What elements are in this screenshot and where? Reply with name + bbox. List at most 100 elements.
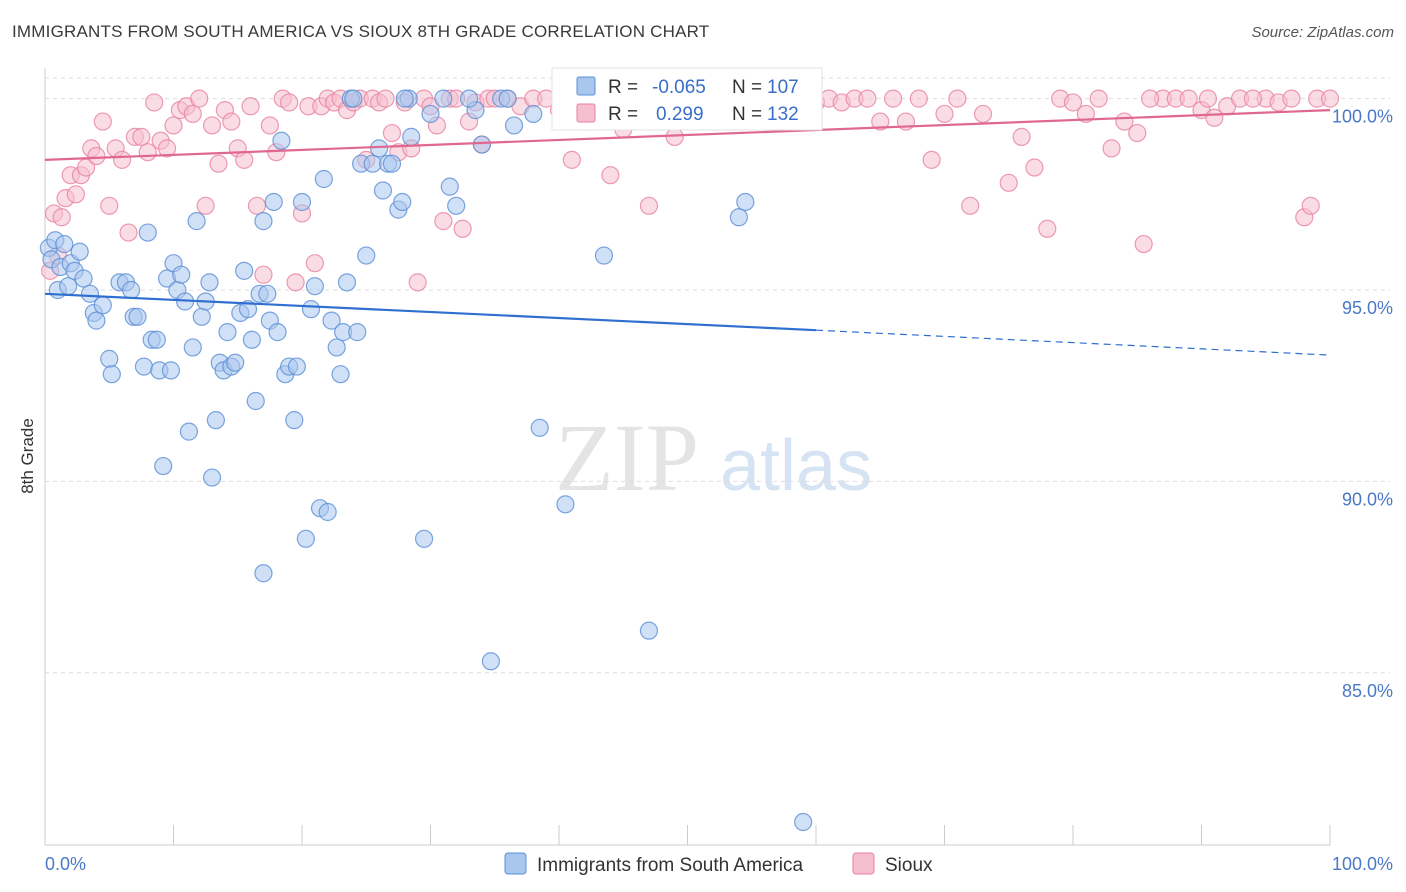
watermark-zip: ZIP bbox=[555, 404, 699, 511]
bottom-legend: Immigrants from South America Sioux bbox=[504, 852, 933, 876]
y-tick-label-90: 90.0% bbox=[1342, 489, 1393, 509]
sioux-point-124 bbox=[1179, 89, 1198, 108]
sioux-point-114 bbox=[1038, 219, 1057, 238]
sioux-point-34 bbox=[241, 97, 260, 116]
sioux-point-109 bbox=[961, 196, 980, 215]
south-america-point-53 bbox=[254, 564, 273, 583]
south-america-point-49 bbox=[238, 300, 258, 319]
south-america-point-50 bbox=[242, 330, 261, 349]
sioux-point-105 bbox=[909, 89, 928, 108]
south-america-point-32 bbox=[172, 265, 191, 284]
sioux-point-111 bbox=[999, 173, 1018, 192]
sioux-point-78 bbox=[562, 150, 581, 169]
south-america-point-62 bbox=[287, 357, 306, 376]
sioux-point-40 bbox=[280, 93, 299, 112]
south-america-point-79 bbox=[363, 154, 382, 173]
legend-r-label-blue: R = bbox=[608, 77, 638, 98]
sioux-point-21 bbox=[157, 139, 177, 158]
sioux-point-116 bbox=[1063, 93, 1083, 112]
south-america-point-70 bbox=[322, 311, 341, 330]
sioux-point-86 bbox=[665, 127, 684, 146]
south-america-point-97 bbox=[498, 89, 517, 108]
trendline-south-america bbox=[44, 292, 817, 332]
south-america-point-109 bbox=[344, 89, 363, 108]
sioux-point-120 bbox=[1128, 123, 1147, 143]
south-america-point-94 bbox=[472, 135, 491, 154]
sioux-point-126 bbox=[1198, 89, 1218, 108]
sioux-point-108 bbox=[948, 89, 967, 108]
watermark-atlas: atlas bbox=[720, 426, 872, 506]
x-tick-label-min: 0.0% bbox=[45, 854, 86, 874]
sioux-point-6 bbox=[66, 185, 85, 204]
bottom-legend-label-blue: Immigrants from South America bbox=[537, 855, 804, 876]
south-america-point-102 bbox=[594, 246, 614, 265]
south-america-point-63 bbox=[292, 192, 312, 212]
south-america-point-22 bbox=[134, 357, 154, 376]
south-america-point-72 bbox=[331, 365, 350, 384]
south-america-point-103 bbox=[639, 621, 659, 640]
legend-r-label-pink: R = bbox=[608, 104, 638, 125]
south-america-point-11 bbox=[80, 284, 100, 303]
south-america-point-64 bbox=[296, 529, 315, 548]
sioux-point-139 bbox=[1076, 104, 1095, 124]
sioux-point-14 bbox=[112, 150, 132, 169]
south-america-point-48 bbox=[235, 261, 254, 280]
y-tick-label-100: 100.0% bbox=[1332, 107, 1393, 127]
south-america-point-89 bbox=[421, 104, 440, 124]
sioux-point-41 bbox=[286, 273, 305, 292]
sioux-point-19 bbox=[145, 93, 164, 112]
sioux-point-118 bbox=[1102, 139, 1121, 158]
south-america-point-15 bbox=[100, 349, 119, 368]
south-america-point-46 bbox=[226, 353, 245, 372]
south-america-point-92 bbox=[447, 196, 466, 215]
south-america-point-41 bbox=[206, 411, 226, 430]
sioux-point-107 bbox=[935, 104, 954, 124]
chart-title: IMMIGRANTS FROM SOUTH AMERICA VS SIOUX 8… bbox=[12, 22, 710, 41]
south-america-point-10 bbox=[74, 269, 93, 288]
south-america-point-76 bbox=[348, 323, 367, 342]
south-america-point-81 bbox=[373, 181, 393, 200]
y-tick-labels: 85.0% 90.0% 95.0% 100.0% bbox=[1332, 107, 1393, 701]
south-america-point-91 bbox=[440, 177, 459, 196]
bottom-legend-swatch-blue bbox=[504, 852, 527, 875]
sioux-point-56 bbox=[382, 123, 402, 143]
south-america-point-108 bbox=[459, 89, 479, 108]
sioux-point-102 bbox=[871, 112, 890, 131]
south-america-point-110 bbox=[254, 212, 273, 231]
south-america-point-56 bbox=[264, 192, 283, 212]
sioux-point-15 bbox=[119, 223, 138, 242]
south-america-point-39 bbox=[200, 273, 219, 292]
south-america-point-107 bbox=[395, 89, 414, 108]
trendline-south-america-extension bbox=[815, 329, 1331, 356]
south-america-point-36 bbox=[187, 212, 206, 231]
south-america-point-13 bbox=[87, 311, 106, 330]
sioux-point-137 bbox=[1243, 89, 1263, 108]
south-america-point-74 bbox=[337, 273, 357, 292]
sioux-point-60 bbox=[408, 273, 427, 292]
south-america-point-16 bbox=[102, 365, 121, 384]
x-ticks bbox=[44, 825, 1331, 845]
y-tick-label-85: 85.0% bbox=[1342, 681, 1393, 701]
legend-n-label-blue: N = bbox=[732, 77, 762, 98]
sioux-point-3 bbox=[52, 208, 71, 227]
sioux-point-134 bbox=[1301, 196, 1320, 215]
south-america-point-27 bbox=[154, 456, 173, 476]
top-legend: R = -0.065 N = 107 R = 0.299 N = 132 bbox=[551, 67, 823, 131]
south-america-point-101 bbox=[556, 495, 575, 514]
south-america-point-44 bbox=[218, 323, 237, 342]
south-america-point-69 bbox=[318, 502, 337, 522]
south-america-point-104 bbox=[729, 208, 749, 227]
sioux-point-84 bbox=[639, 196, 659, 215]
bottom-legend-label-pink: Sioux bbox=[885, 855, 933, 876]
south-america-point-54 bbox=[258, 284, 277, 303]
south-america-point-61 bbox=[285, 411, 304, 430]
south-america-point-78 bbox=[357, 246, 376, 265]
sioux-point-25 bbox=[183, 104, 202, 124]
sioux-point-55 bbox=[376, 89, 395, 108]
sioux-point-33 bbox=[235, 150, 254, 169]
south-america-point-100 bbox=[530, 418, 549, 437]
sioux-point-10 bbox=[87, 146, 106, 166]
south-america-point-98 bbox=[504, 116, 524, 135]
south-america-point-90 bbox=[434, 89, 453, 108]
